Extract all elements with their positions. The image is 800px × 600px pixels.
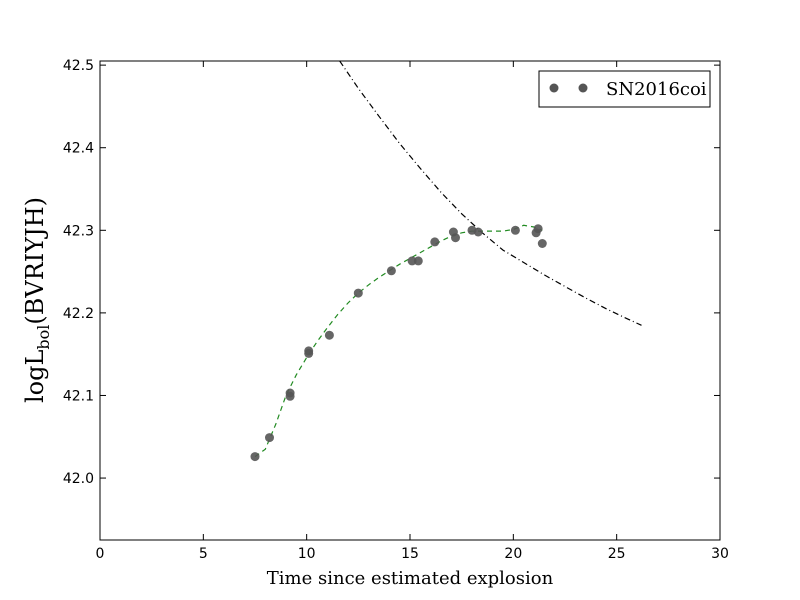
y-axis-label-suffix: (BVRIYJH) bbox=[21, 197, 49, 325]
x-tick-label: 10 bbox=[298, 546, 316, 562]
data-point bbox=[510, 225, 520, 235]
data-point bbox=[407, 256, 417, 266]
x-tick-label: 25 bbox=[608, 546, 626, 562]
y-tick-label: 42.0 bbox=[63, 471, 94, 487]
x-axis-label: Time since estimated explosion bbox=[267, 568, 554, 589]
data-point bbox=[413, 256, 423, 266]
data-point bbox=[533, 224, 543, 234]
legend-label: SN2016coi bbox=[606, 79, 707, 100]
fit-curve-dashed bbox=[254, 224, 543, 458]
y-tick-label: 42.1 bbox=[63, 388, 94, 404]
legend: SN2016coi bbox=[538, 70, 711, 108]
x-tick-label: 20 bbox=[504, 546, 522, 562]
data-point bbox=[430, 237, 440, 247]
data-point bbox=[265, 433, 274, 443]
x-tick-label: 0 bbox=[96, 546, 105, 562]
axis-ticks: 0 5 10 15 20 25 30 42.0 42.1 42.2 42.3 42.4 42.5 bbox=[63, 58, 729, 562]
data-point bbox=[324, 330, 334, 340]
legend-marker-1 bbox=[549, 83, 559, 93]
y-tick-label: 42.5 bbox=[63, 58, 94, 74]
data-point bbox=[473, 227, 483, 237]
data-point bbox=[304, 348, 314, 358]
data-point bbox=[386, 266, 396, 276]
plot-frame bbox=[99, 60, 721, 541]
y-axis-label-subscript: bol bbox=[34, 325, 53, 350]
data-point bbox=[353, 288, 363, 298]
series-lines bbox=[254, 61, 642, 458]
x-tick-label: 30 bbox=[711, 546, 729, 562]
legend-marker-2 bbox=[578, 83, 588, 93]
y-tick-label: 42.2 bbox=[63, 306, 94, 322]
data-point bbox=[250, 452, 260, 462]
data-point bbox=[537, 239, 547, 248]
x-tick-label: 5 bbox=[199, 546, 208, 562]
x-tick-label: 15 bbox=[401, 546, 419, 562]
series-points bbox=[250, 224, 547, 462]
model-curve-dashdot bbox=[339, 61, 642, 326]
data-point bbox=[285, 391, 295, 401]
y-axis-label-main: logL bbox=[21, 350, 49, 403]
data-point bbox=[451, 233, 460, 243]
legend-box bbox=[538, 70, 711, 108]
y-tick-label: 42.3 bbox=[63, 223, 94, 239]
y-tick-label: 42.4 bbox=[63, 141, 94, 157]
y-axis-label: logLbol(BVRIYJH) bbox=[21, 197, 53, 403]
